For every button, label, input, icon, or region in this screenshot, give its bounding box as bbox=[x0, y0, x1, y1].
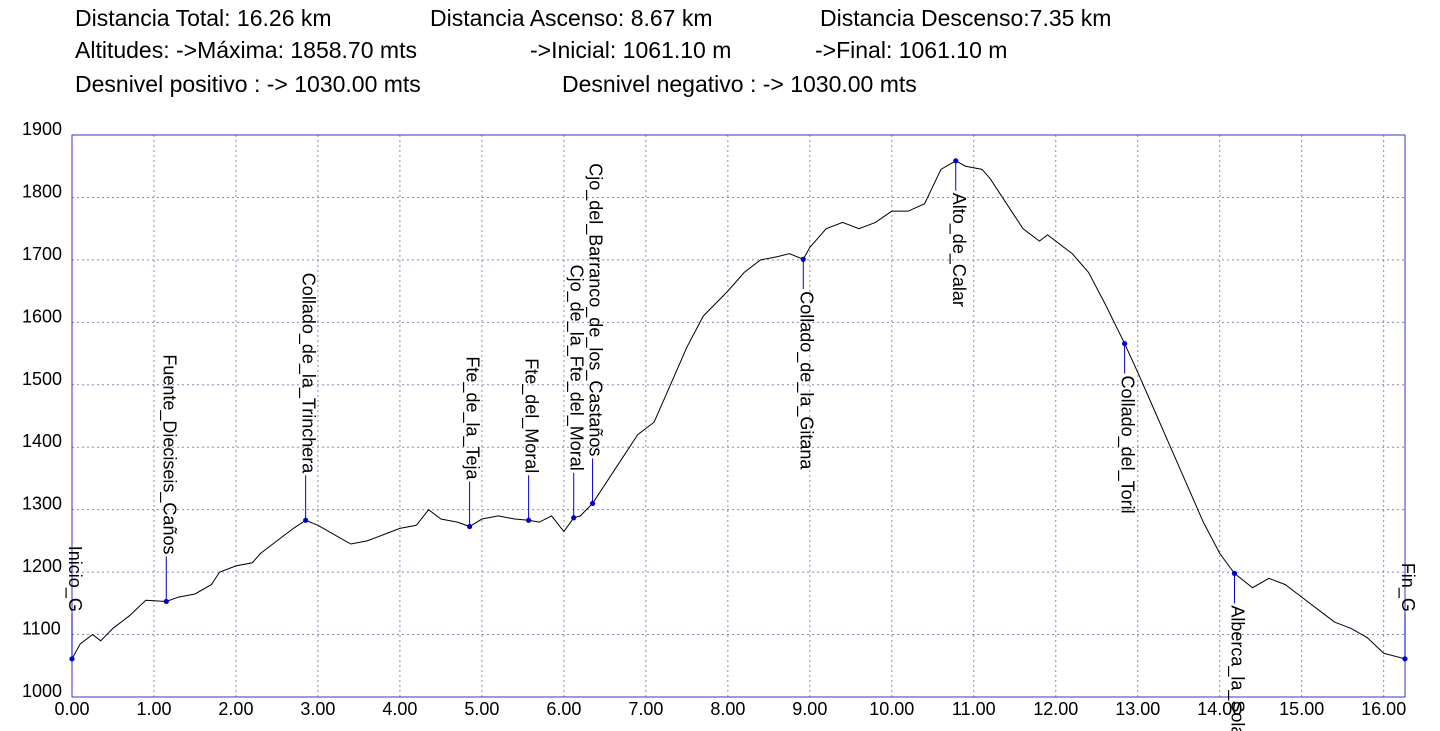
stat-text: ->Final: 1061.10 m bbox=[815, 37, 1007, 63]
waypoint bbox=[163, 598, 169, 605]
x-tick-label: 12.00 bbox=[1033, 699, 1078, 719]
x-tick-label: 3.00 bbox=[300, 699, 335, 719]
waypoint-label: Cjo_del_Barranco_de_los_Castaños bbox=[585, 163, 606, 456]
waypoint-label: Collado_del_Toril bbox=[1117, 376, 1138, 514]
waypoint-label: Inicio_G bbox=[64, 546, 85, 612]
y-tick-label: 1500 bbox=[22, 369, 62, 389]
waypoint bbox=[953, 158, 959, 164]
y-tick-label: 1000 bbox=[22, 681, 62, 701]
waypoint bbox=[800, 256, 806, 262]
waypoint-label: Collado_de_la_Trinchera bbox=[298, 273, 319, 474]
profile-line bbox=[71, 160, 1406, 660]
waypoint-label: Fte_del_Moral bbox=[521, 358, 542, 473]
x-tick-label: 9.00 bbox=[792, 699, 827, 719]
x-tick-label: 6.00 bbox=[546, 699, 581, 719]
x-tick-label: 1.00 bbox=[136, 699, 171, 719]
stat-text: Distancia Total: 16.26 km bbox=[75, 5, 332, 31]
y-tick-label: 1300 bbox=[22, 494, 62, 514]
x-tick-label: 15.00 bbox=[1279, 699, 1324, 719]
stat-text: Distancia Ascenso: 8.67 km bbox=[430, 5, 713, 31]
waypoint bbox=[303, 517, 309, 523]
waypoint bbox=[467, 523, 473, 530]
x-tick-label: 2.00 bbox=[218, 699, 253, 719]
waypoint-label: Collado_de_la_Gitana bbox=[795, 291, 816, 470]
waypoint bbox=[526, 517, 532, 523]
stat-text: Desnivel negativo : -> 1030.00 mts bbox=[562, 71, 917, 97]
x-tick-label: 4.00 bbox=[382, 699, 417, 719]
waypoint-label: Alberca_la_Solana bbox=[1226, 605, 1247, 731]
waypoint bbox=[1402, 656, 1408, 662]
x-tick-label: 0.00 bbox=[54, 699, 89, 719]
x-tick-label: 16.00 bbox=[1361, 699, 1406, 719]
y-tick-label: 1200 bbox=[22, 556, 62, 576]
waypoint-label: Alto_de_Calar bbox=[948, 193, 969, 307]
waypoint bbox=[1122, 340, 1128, 347]
waypoint bbox=[571, 515, 577, 521]
waypoint bbox=[1231, 570, 1238, 576]
x-tick-label: 11.00 bbox=[952, 699, 996, 719]
x-tick-label: 13.00 bbox=[1115, 699, 1160, 719]
x-tick-label: 5.00 bbox=[464, 699, 499, 719]
stat-text: ->Inicial: 1061.10 m bbox=[530, 37, 731, 63]
waypoint-label: Cjo_de_la_Fte_del_Moral bbox=[566, 265, 587, 471]
plot-frame bbox=[71, 134, 1406, 698]
stat-text: Altitudes: ->Máxima: 1858.70 mts bbox=[75, 37, 417, 63]
waypoint bbox=[69, 656, 75, 662]
y-tick-label: 1100 bbox=[22, 619, 61, 639]
waypoint bbox=[589, 500, 596, 507]
x-tick-label: 8.00 bbox=[710, 699, 745, 719]
x-tick-label: 10.00 bbox=[869, 699, 914, 719]
y-tick-label: 1700 bbox=[22, 244, 62, 264]
y-tick-label: 1800 bbox=[22, 181, 62, 201]
y-tick-label: 1400 bbox=[22, 431, 62, 451]
waypoint-label: Fuente_Dieciseis_Caños bbox=[158, 354, 179, 554]
x-tick-label: 14.00 bbox=[1197, 699, 1242, 719]
waypoint-label: Fin_G bbox=[1397, 563, 1418, 612]
y-tick-label: 1900 bbox=[22, 119, 62, 139]
stat-text: Desnivel positivo : -> 1030.00 mts bbox=[75, 71, 421, 97]
stat-text: Distancia Descenso:7.35 km bbox=[820, 5, 1111, 31]
y-tick-label: 1600 bbox=[22, 306, 62, 326]
x-tick-label: 7.00 bbox=[628, 699, 663, 719]
waypoint-label: Fte_de_la_Teja bbox=[462, 356, 483, 480]
